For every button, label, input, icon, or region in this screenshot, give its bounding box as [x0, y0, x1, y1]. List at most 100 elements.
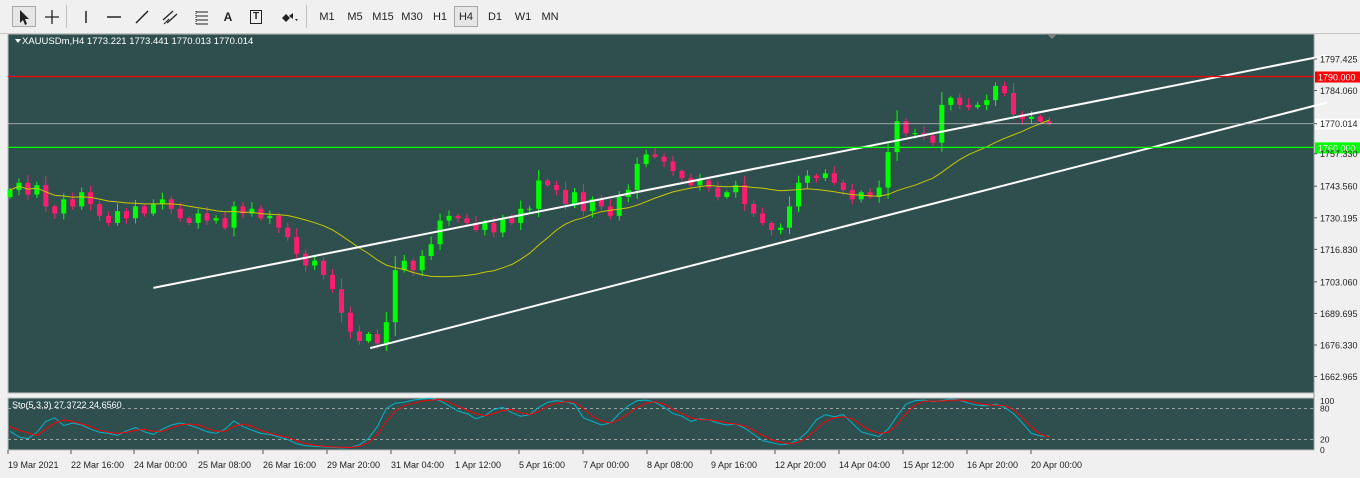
price-tick-label: 1676.330 — [1320, 340, 1358, 350]
price-tick-label: 1770.014 — [1320, 119, 1358, 129]
candle-body — [365, 333, 371, 342]
time-tick-label: 22 Mar 16:00 — [71, 460, 124, 470]
timeframe-d1-button[interactable]: D1 — [487, 10, 503, 23]
time-tick-label: 9 Apr 16:00 — [711, 460, 757, 470]
candle-body — [742, 185, 748, 205]
candle-body — [751, 204, 757, 214]
candle-body — [392, 270, 398, 323]
candle-body — [545, 180, 551, 186]
text-tool-tool[interactable]: A — [218, 6, 238, 27]
candle-body — [401, 260, 407, 271]
candle-body — [312, 260, 318, 266]
level-price-label: 1760.000 — [1318, 143, 1356, 153]
candle-body — [123, 211, 129, 219]
horizontal-line-icon — [107, 15, 121, 18]
candle-body — [787, 206, 793, 228]
shapes-dropdown-tool[interactable] — [274, 6, 304, 27]
candle-body — [330, 274, 336, 290]
timeframe-m30-button[interactable]: M30 — [401, 10, 423, 23]
candle-body — [240, 206, 246, 214]
cursor-arrow-tool[interactable] — [12, 6, 36, 27]
candle-body — [930, 135, 936, 143]
crosshair-tool[interactable] — [40, 6, 64, 27]
timeframe-w1-button[interactable]: W1 — [514, 10, 532, 23]
candle-body — [876, 187, 882, 197]
timeframe-h1-button[interactable]: H1 — [432, 10, 448, 23]
candle-body — [249, 208, 255, 214]
candle-body — [88, 192, 94, 205]
candle-body — [43, 185, 49, 207]
candle-body — [321, 260, 327, 275]
candle-body — [563, 189, 569, 205]
level-price-label: 1790.000 — [1318, 73, 1356, 83]
candle-body — [195, 213, 201, 223]
price-chart[interactable]: 1790.000 1760.000 1797.425 1784.060 1770.014… — [0, 34, 1360, 478]
timeframe-h4-button[interactable]: H4 — [454, 6, 478, 27]
stoch-signal-line — [9, 399, 1050, 448]
candle-body — [115, 211, 121, 223]
candle-body — [79, 192, 85, 207]
current-price-tag — [1315, 118, 1360, 130]
candle-body — [804, 175, 810, 183]
channel-tool[interactable] — [160, 6, 180, 27]
candle-body — [177, 208, 183, 219]
candle-body — [840, 182, 846, 190]
candle-body — [500, 218, 506, 233]
fibonacci-tool[interactable] — [192, 6, 212, 27]
candle-body — [1011, 93, 1017, 115]
vertical-line-tool[interactable] — [76, 6, 96, 27]
candle-body — [831, 173, 837, 183]
price-axis-background — [1314, 34, 1360, 478]
candle-body — [34, 185, 40, 195]
candle-body — [446, 215, 452, 221]
candle-body — [885, 152, 891, 188]
time-tick-label: 14 Apr 04:00 — [839, 460, 890, 470]
candle-body — [276, 215, 282, 228]
price-tick-label: 1703.060 — [1320, 277, 1358, 287]
price-tick-label: 1716.830 — [1320, 245, 1358, 255]
candle-body — [70, 199, 76, 207]
price-tick-label: 1784.060 — [1320, 86, 1358, 96]
trendline-icon — [135, 9, 149, 24]
timeframe-mn-button[interactable]: MN — [541, 10, 559, 23]
candle-body — [1028, 116, 1034, 120]
candle-body — [141, 206, 147, 214]
candle-body — [482, 222, 488, 231]
channel-upper-line — [153, 54, 1328, 289]
candle-body — [903, 121, 909, 134]
stochastic-plot-area — [7, 397, 1315, 451]
candle-body — [571, 192, 577, 205]
candle-body — [491, 222, 497, 233]
timeframe-m1-button[interactable]: M1 — [319, 10, 335, 23]
candle-body — [1002, 85, 1008, 94]
text-label-icon: T — [249, 9, 263, 24]
candle-body — [867, 192, 873, 197]
horizontal-line-tool[interactable] — [104, 6, 124, 27]
trendline-tool[interactable] — [132, 6, 152, 27]
toolbar-separator — [66, 5, 67, 28]
time-axis-background — [0, 451, 1360, 478]
candle-body — [97, 204, 103, 216]
channel-lower-line — [369, 101, 1328, 350]
candle-body — [769, 222, 775, 231]
vertical-line-icon — [85, 10, 87, 23]
candle-body — [984, 100, 990, 105]
candle-body — [607, 206, 613, 216]
level-price-tag — [1315, 142, 1360, 154]
time-tick-label: 19 Mar 2021 — [8, 460, 59, 470]
candle-body — [634, 163, 640, 190]
candle-body — [437, 220, 443, 245]
candle-body — [795, 182, 801, 207]
stoch-level-label: 20 — [1320, 435, 1330, 445]
stoch-level-label: 0 — [1320, 445, 1325, 455]
candle-body — [383, 322, 389, 344]
time-tick-label: 31 Mar 04:00 — [391, 460, 444, 470]
text-label-tool[interactable]: T — [246, 6, 266, 27]
timeframe-m15-button[interactable]: M15 — [372, 10, 394, 23]
candle-body — [724, 192, 730, 197]
candle-body — [150, 204, 156, 214]
candle-body — [267, 215, 273, 219]
candle-body — [186, 218, 192, 223]
timeframe-m5-button[interactable]: M5 — [347, 10, 363, 23]
time-tick-label: 26 Mar 16:00 — [263, 460, 316, 470]
